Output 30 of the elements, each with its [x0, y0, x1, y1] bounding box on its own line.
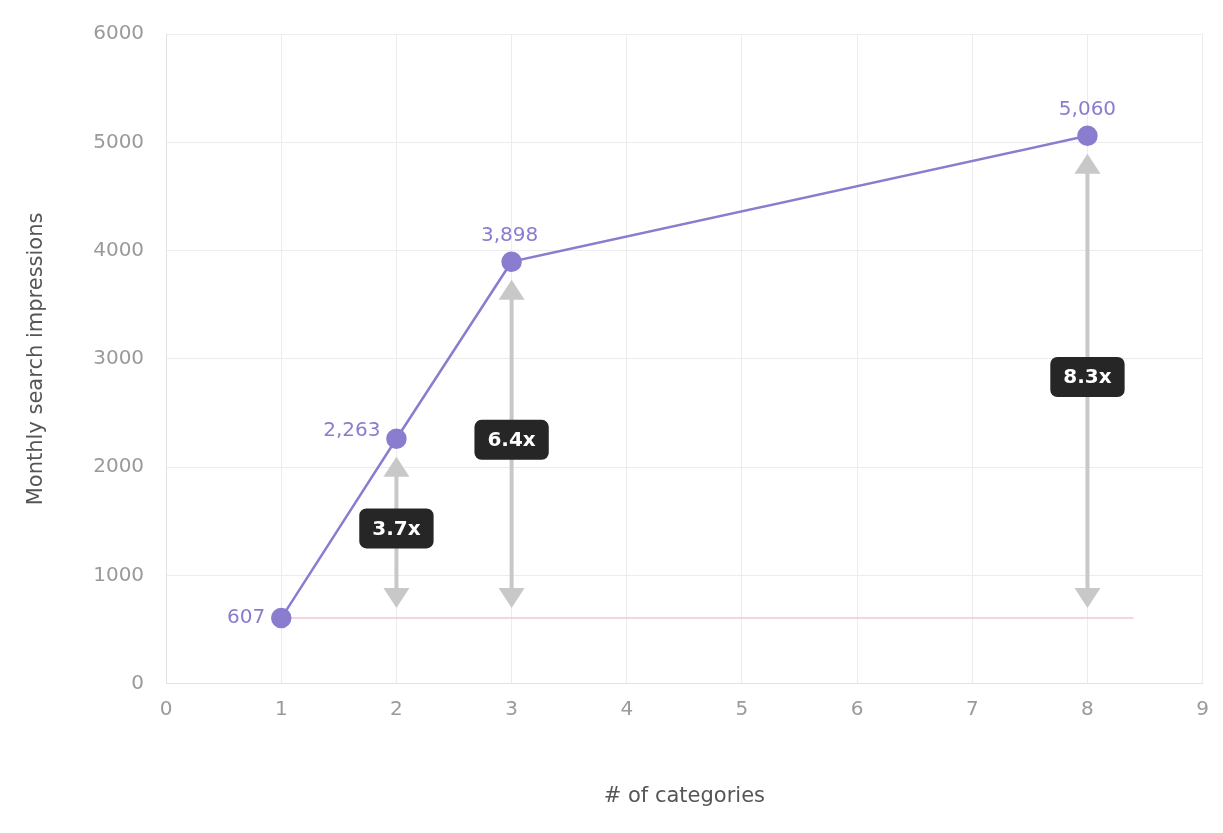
y-tick-label: 0: [131, 670, 145, 694]
x-axis-title: # of categories: [603, 782, 765, 807]
y-tick-label: 5000: [93, 128, 145, 153]
x-tick-label: 2: [390, 696, 403, 720]
point: [1077, 125, 1098, 147]
x-tick-label: 5: [735, 696, 749, 720]
data-label: 3,898: [480, 221, 539, 246]
x-tick-label: 0: [159, 696, 173, 720]
y-tick-label: 4000: [93, 236, 145, 261]
x-tick-label: 8: [1081, 696, 1094, 720]
y-tick-label: 2000: [93, 453, 145, 478]
x-tick-label: 7: [965, 696, 979, 720]
y-tick-label: 6000: [93, 20, 145, 45]
data-label: 2,263: [323, 416, 381, 441]
y-tick-label: 1000: [93, 561, 145, 586]
data-label: 5,060: [1058, 96, 1117, 121]
x-tick-label: 9: [1196, 696, 1209, 720]
y-axis-title: Monthly search impressions: [23, 212, 48, 506]
annotation: 6.4x: [487, 427, 536, 452]
x-tick-label: 3: [505, 696, 518, 720]
data-label: 607: [227, 604, 266, 629]
point: [386, 428, 407, 449]
x-tick-label: 6: [850, 696, 864, 720]
point: [501, 251, 522, 272]
x-tick-label: 4: [620, 696, 634, 720]
point: [271, 607, 292, 629]
x-tick-label: 1: [274, 696, 288, 720]
annotation: 8.3x: [1063, 364, 1112, 389]
annotation: 3.7x: [372, 515, 421, 540]
y-tick-label: 3000: [93, 345, 145, 370]
